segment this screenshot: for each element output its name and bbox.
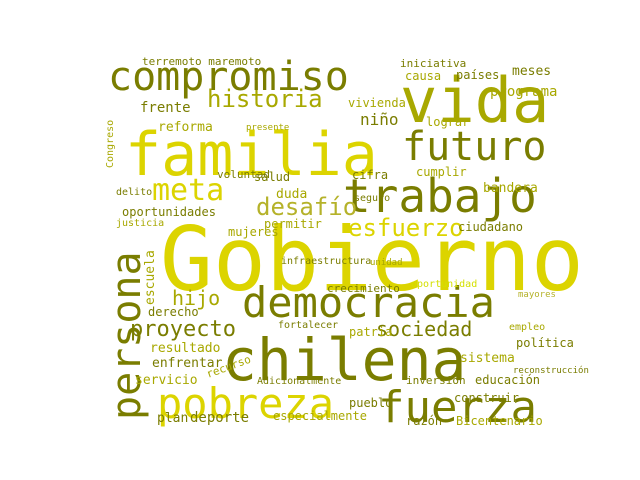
word-futuro: futuro — [402, 124, 547, 170]
word-pobreza: pobreza — [157, 379, 334, 428]
word-educacion: educación — [475, 373, 540, 387]
word-bicentenario: Bicentenario — [456, 414, 543, 428]
word-gobierno: Gobierno — [160, 208, 584, 311]
word-vivienda: vivienda — [348, 96, 406, 110]
word-deporte: deporte — [190, 410, 249, 426]
word-programa: programa — [490, 84, 557, 100]
word-oportunidades: oportunidades — [122, 205, 216, 219]
word-frente: frente — [140, 100, 191, 116]
word-presente: presente — [246, 123, 289, 133]
word-unidad: unidad — [370, 258, 403, 268]
word-nino: niño — [360, 110, 399, 129]
word-cumplir: cumplir — [416, 165, 467, 179]
word-meta: meta — [152, 173, 224, 208]
word-politica: política — [516, 336, 574, 350]
word-congreso: Congreso — [105, 120, 116, 168]
word-patria: patria — [349, 325, 392, 339]
word-derecho: derecho — [148, 305, 199, 319]
word-persona: persona — [104, 251, 150, 420]
word-delito: delito — [116, 187, 152, 198]
word-voluntad: voluntad — [217, 168, 270, 181]
word-salud: salud — [254, 170, 290, 184]
word-fortalecer: fortalecer — [278, 320, 338, 331]
word-mayores: mayores — [518, 290, 556, 300]
word-enfrentar: enfrentar — [152, 356, 223, 371]
word-democracia: democracia — [242, 278, 495, 327]
word-familia: familia — [125, 120, 378, 190]
word-razon: razón — [406, 414, 442, 428]
word-infraestructura: infraestructura — [281, 256, 371, 267]
word-empleo: empleo — [509, 322, 545, 333]
word-oportunidad: oportunidad — [411, 279, 477, 290]
word-sistema: sistema — [460, 351, 515, 366]
word-adicionalmente: Adicionalmente — [257, 376, 341, 387]
word-reconstruccion: reconstrucción — [513, 365, 589, 376]
word-escuela: escuela — [143, 250, 158, 305]
word-proyecto: proyecto — [130, 317, 236, 342]
word-lograr: lograr — [426, 115, 469, 129]
word-permitir: permitir — [264, 217, 322, 231]
word-compromiso: compromiso — [108, 54, 349, 100]
word-cifra: cifra — [352, 168, 388, 182]
word-ciudadano: ciudadano — [458, 220, 523, 234]
word-resultado: resultado — [150, 341, 220, 356]
word-esfuerzo: esfuerzo — [348, 214, 464, 242]
word-servicio: servicio — [135, 373, 198, 388]
word-duda: duda — [276, 187, 307, 202]
word-terremoto-maremoto: terremoto maremoto — [142, 55, 261, 68]
word-inversion: inversión — [406, 374, 466, 387]
word-mujeres: mujeres — [228, 225, 279, 239]
word-pueblo: pueblo — [349, 396, 392, 410]
word-seguro: seguro — [354, 193, 390, 204]
word-plan: plan — [157, 411, 188, 426]
word-trabajo: trabajo — [343, 169, 537, 223]
word-chilena: chilena — [222, 326, 466, 394]
word-fuerza: fuerza — [378, 382, 537, 433]
word-hijo: hijo — [172, 286, 220, 310]
word-meses: meses — [512, 64, 551, 79]
word-especialmente: especialmente — [273, 409, 367, 423]
word-causa: causa — [405, 69, 441, 83]
word-construir: construir — [454, 391, 519, 405]
word-historia: historia — [207, 85, 323, 113]
word-bandera: bandera — [483, 181, 538, 196]
word-sociedad: sociedad — [376, 317, 472, 341]
word-desafio: desafío — [256, 193, 357, 221]
word-vida: vida — [400, 64, 549, 137]
word-justicia: justicia — [116, 218, 164, 229]
word-iniciativa: iniciativa — [400, 57, 466, 70]
word-paises: países — [456, 68, 499, 82]
word-reforma: reforma — [158, 120, 213, 135]
word-crecimiento: crecimiento — [327, 282, 400, 295]
